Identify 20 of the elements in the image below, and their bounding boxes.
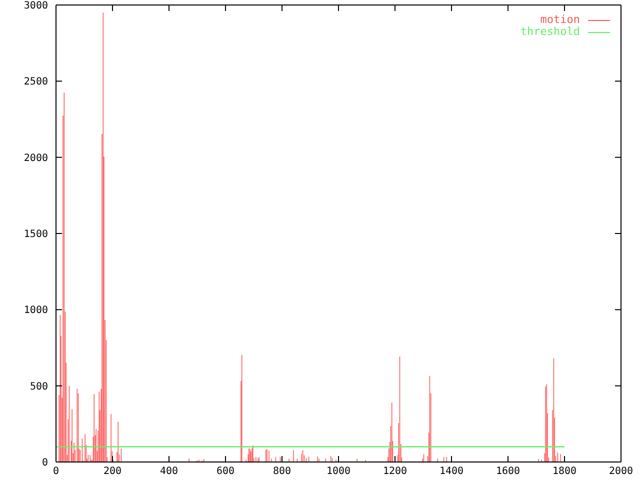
x-tick-label: 1000	[326, 466, 351, 478]
y-tick-label: 500	[30, 381, 48, 392]
y-tick-label: 2500	[24, 76, 48, 88]
x-tick-label: 2000	[608, 466, 634, 478]
y-tick-label: 2000	[24, 152, 48, 164]
x-tick-label: 1400	[439, 466, 464, 478]
x-tick-label: 200	[103, 466, 122, 478]
y-tick-label: 1500	[24, 229, 48, 240]
x-tick-label: 1800	[552, 466, 577, 478]
x-tick-label: 1200	[382, 466, 408, 478]
legend-label: threshold	[520, 25, 580, 38]
y-tick-label: 1000	[24, 305, 48, 316]
x-tick-label: 800	[272, 466, 292, 478]
y-tick-label: 3000	[24, 0, 48, 12]
y-tick-label: 0	[42, 458, 48, 469]
x-tick-label: 400	[160, 466, 178, 478]
legend-label: motion	[540, 13, 580, 26]
x-tick-label: 600	[216, 466, 235, 478]
x-tick-label: 0	[52, 466, 60, 478]
x-tick-label: 1600	[496, 466, 520, 478]
